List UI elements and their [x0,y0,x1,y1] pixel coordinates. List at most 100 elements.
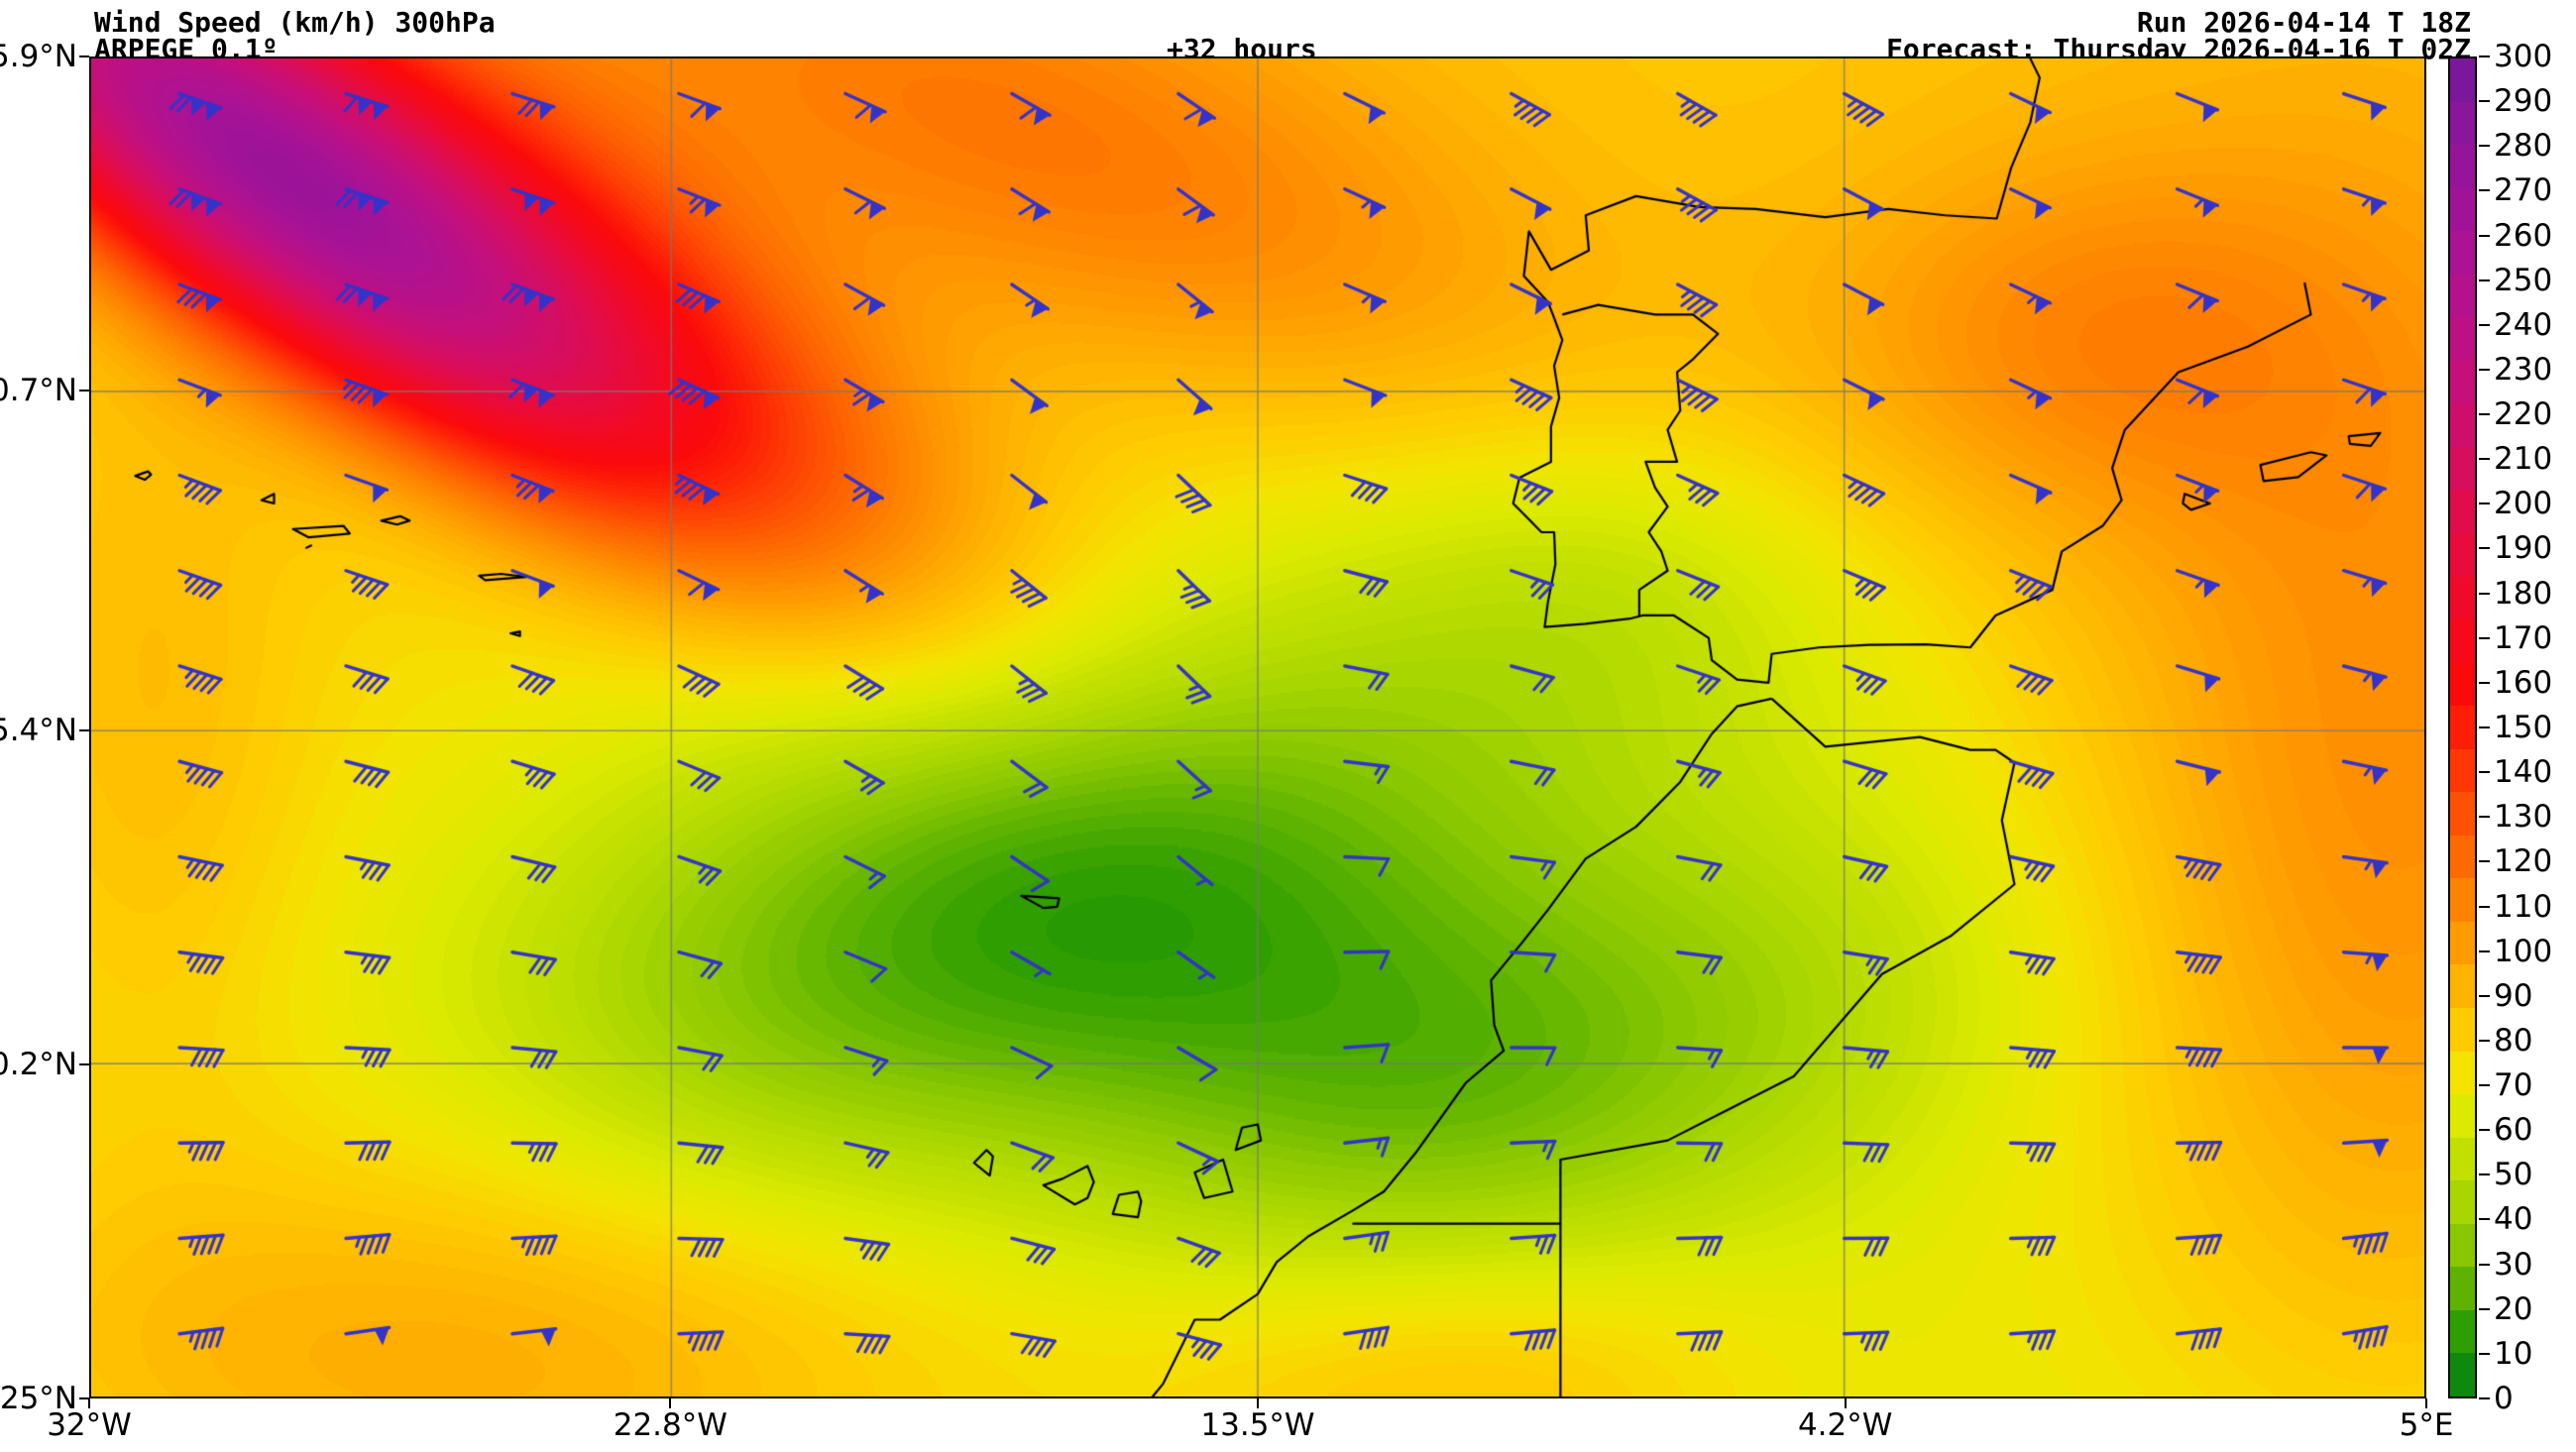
colorbar-tick-label: 190 [2494,530,2553,567]
colorbar-tick-label: 0 [2494,1381,2514,1416]
colorbar-tick [2479,816,2490,819]
latitude-tick-label: 35.4°N [0,713,77,749]
colorbar-segment [2450,1051,2475,1095]
colorbar-segment [2450,101,2475,146]
colorbar-tick [2479,413,2490,416]
colorbar-tick [2479,145,2490,148]
colorbar-tick-label: 20 [2494,1290,2533,1327]
colorbar-segment [2450,145,2475,188]
longitude-tick-label: 4.2°W [1797,1407,1893,1443]
colorbar-tick-label: 280 [2494,128,2553,165]
colorbar-tick-label: 30 [2494,1246,2533,1283]
longitude-tick [1257,1398,1259,1408]
colorbar-segment [2450,1353,2475,1396]
colorbar-segment [2450,58,2475,102]
latitude-tick-label: 30.2°N [0,1047,77,1083]
colorbar-segment [2450,706,2475,749]
latitude-tick-label: 45.9°N [0,39,77,74]
colorbar-tick [2479,771,2490,774]
latitude-tick-label: 25°N [0,1381,77,1416]
colorbar-tick [2479,1129,2490,1132]
colorbar-tick [2479,994,2490,997]
longitude-tick-label: 13.5°W [1200,1407,1315,1443]
colorbar-segment [2450,490,2475,534]
colorbar-segment [2450,748,2475,793]
colorbar-tick [2479,1173,2490,1176]
colorbar-tick [2479,1263,2490,1266]
colorbar-tick [2479,547,2490,550]
latitude-tick [79,729,89,732]
colorbar-tick [2479,458,2490,461]
page-title: Wind Speed (km/h) 300hPa [94,6,496,39]
colorbar-tick-label: 40 [2494,1201,2533,1238]
colorbar-segment [2450,576,2475,620]
colorbar-tick [2479,681,2490,684]
colorbar-tick-label: 160 [2494,664,2553,701]
longitude-tick [2425,1398,2427,1408]
colorbar-tick [2479,860,2490,863]
latitude-tick [79,1063,89,1066]
colorbar-tick [2479,949,2490,952]
colorbar-tick-label: 200 [2494,486,2553,522]
colorbar-tick-label: 50 [2494,1157,2533,1193]
colorbar-tick-label: 70 [2494,1067,2533,1104]
colorbar-tick-label: 90 [2494,977,2533,1014]
colorbar-tick [2479,1084,2490,1087]
colorbar-tick [2479,726,2490,728]
colorbar-tick [2479,189,2490,192]
colorbar-segment [2450,274,2475,318]
colorbar-segment [2450,1267,2475,1310]
colorbar-segment [2450,662,2475,707]
colorbar-tick-label: 240 [2494,306,2553,343]
colorbar-tick-label: 250 [2494,262,2553,298]
colorbar-tick-label: 260 [2494,217,2553,254]
colorbar-tick [2479,368,2490,371]
colorbar [2448,56,2477,1398]
colorbar-segment [2450,878,2475,922]
colorbar-tick [2479,636,2490,639]
colorbar-tick-label: 230 [2494,351,2553,388]
colorbar-tick [2479,279,2490,281]
latitude-tick-label: 40.7°N [0,372,77,408]
colorbar-segment [2450,1137,2475,1181]
colorbar-tick [2479,503,2490,505]
longitude-tick-label: 32°W [47,1407,132,1443]
colorbar-tick-label: 130 [2494,799,2553,836]
colorbar-tick-label: 150 [2494,710,2553,745]
latitude-tick [79,56,89,57]
colorbar-tick-label: 140 [2494,754,2553,791]
colorbar-tick [2479,1397,2490,1399]
colorbar-tick-label: 170 [2494,619,2553,656]
colorbar-tick-label: 290 [2494,83,2553,120]
longitude-tick [88,1398,90,1408]
wind-speed-heatmap [91,58,2424,1396]
colorbar-segment [2450,1094,2475,1138]
colorbar-tick-label: 100 [2494,933,2553,969]
colorbar-segment [2450,792,2475,836]
colorbar-segment [2450,835,2475,879]
colorbar-tick [2479,1352,2490,1355]
colorbar-tick-label: 270 [2494,172,2553,209]
colorbar-tick-label: 10 [2494,1335,2533,1372]
colorbar-tick [2479,1039,2490,1042]
colorbar-tick [2479,100,2490,103]
colorbar-tick [2479,1307,2490,1310]
colorbar-tick-label: 60 [2494,1112,2533,1149]
colorbar-segment [2450,1309,2475,1354]
colorbar-tick-label: 120 [2494,843,2553,880]
colorbar-segment [2450,360,2475,404]
longitude-tick-label: 22.8°W [613,1407,728,1443]
colorbar-tick-label: 220 [2494,396,2553,433]
colorbar-tick [2479,905,2490,908]
latitude-tick [79,389,89,391]
colorbar-segment [2450,231,2475,275]
colorbar-tick-label: 210 [2494,441,2553,478]
colorbar-tick [2479,1218,2490,1221]
forecast-map-panel[interactable] [89,56,2426,1398]
colorbar-segment [2450,317,2475,361]
colorbar-segment [2450,964,2475,1009]
colorbar-tick-label: 180 [2494,575,2553,612]
colorbar-tick-label: 110 [2494,888,2553,925]
latitude-tick [79,1397,89,1399]
longitude-tick-label: 5°E [2399,1407,2454,1443]
